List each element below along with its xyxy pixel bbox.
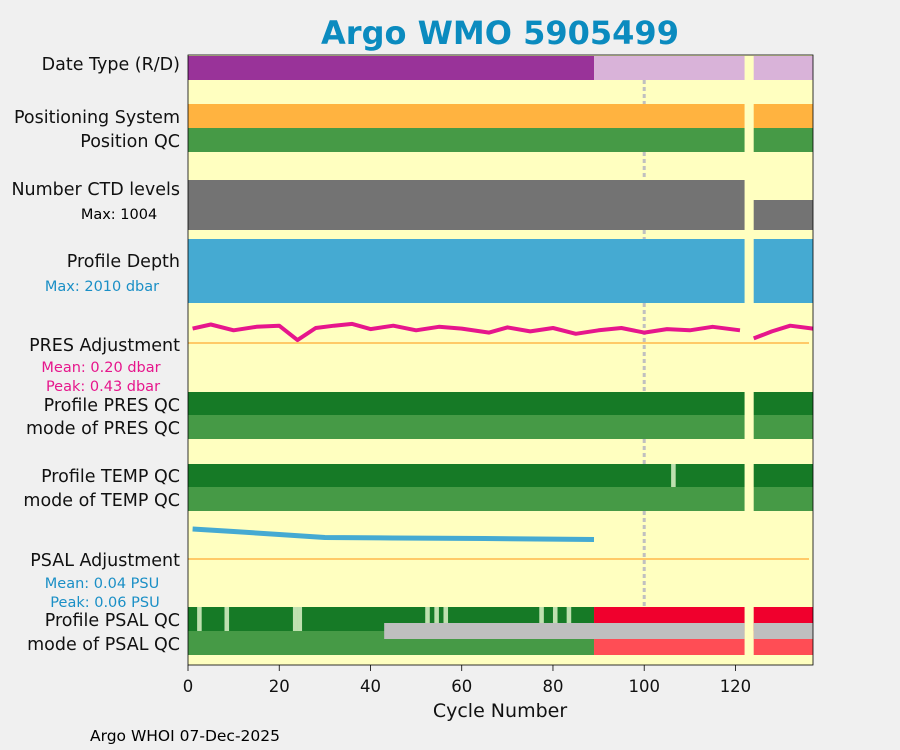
ctd-levels-bar [753, 200, 813, 230]
x-tick-label: 60 [451, 677, 472, 696]
mode-temp-qc-bar [753, 487, 813, 511]
x-tick-label: 20 [269, 677, 290, 696]
positioning-system-bar [753, 104, 813, 128]
profile-psal-qc-light-bar [197, 607, 202, 631]
profile-psal-qc-light-bar [297, 607, 303, 631]
row-annotations: Max: 1004 Max: 2010 dbar Mean: 0.20 dbar… [41, 207, 160, 611]
profile-psal-qc-light-bar [443, 607, 449, 631]
plot-frame [187, 54, 814, 666]
profile-psal-qc-light-bar [425, 607, 430, 631]
x-tick-label: 40 [360, 677, 381, 696]
mode-psal-qc-gray-bar [753, 623, 813, 639]
x-tick-label: 0 [183, 677, 194, 696]
date-type-label: Date Type (R/D) [42, 55, 180, 75]
date-type-bar [188, 56, 595, 80]
psal-adjustment-label: PSAL Adjustment [30, 551, 180, 571]
profile-depth-bar [753, 239, 813, 303]
profile-psal-qc-light-bar [539, 607, 544, 631]
mode-pres-qc-bar [753, 415, 813, 439]
bars-layer [188, 56, 813, 655]
mode-pres-qc-label: mode of PRES QC [26, 419, 180, 439]
date-type-bar [594, 56, 745, 80]
psal-adjustment-series [192, 526, 595, 542]
pres-adjustment-series [192, 321, 741, 343]
mode-psal-qc-label: mode of PSAL QC [27, 635, 180, 655]
ctd-levels-bar [188, 180, 745, 230]
position-qc-bar [188, 128, 745, 152]
profile-psal-qc-label: Profile PSAL QC [45, 611, 180, 631]
psal-mean-annotation: Mean: 0.04 PSU [45, 576, 159, 592]
profile-pres-qc-label: Profile PRES QC [44, 396, 180, 416]
profile-psal-qc-light-bar [552, 607, 558, 631]
mode-pres-qc-bar [188, 415, 745, 439]
ctd-levels-label: Number CTD levels [11, 180, 180, 200]
profile-psal-qc-light-bar [292, 607, 298, 631]
profile-temp-qc-light-bar [671, 464, 676, 487]
profile-temp-qc-bar [188, 464, 745, 487]
pres-peak-annotation: Peak: 0.43 dbar [46, 379, 160, 395]
positioning-system-label: Positioning System [14, 108, 180, 128]
profile-temp-qc-bar [753, 464, 813, 487]
x-tick-label: 100 [628, 677, 660, 696]
date-type-bar [753, 56, 813, 80]
profile-pres-qc-bar [188, 392, 745, 415]
footer-credit: Argo WHOI 07-Dec-2025 [90, 727, 280, 745]
mode-temp-qc-label: mode of TEMP QC [23, 491, 180, 511]
position-qc-bar [753, 128, 813, 152]
mode-psal-qc-gray-bar [384, 623, 745, 639]
profile-temp-qc-label: Profile TEMP QC [41, 467, 180, 487]
row-labels: Date Type (R/D) Positioning System Posit… [11, 55, 180, 655]
pres-adjustment-series [752, 323, 814, 341]
lines-layer [188, 321, 814, 560]
profile-psal-qc-light-bar [566, 607, 572, 631]
x-tick-label: 120 [720, 677, 752, 696]
plot-background [188, 55, 813, 665]
pres-mean-annotation: Mean: 0.20 dbar [41, 360, 160, 376]
profile-depth-label: Profile Depth [67, 252, 180, 272]
position-qc-label: Position QC [80, 132, 180, 152]
x-axis: 0 20 40 60 80 100 120 [183, 665, 751, 696]
chart-title: Argo WMO 5905499 [321, 14, 679, 52]
positioning-system-bar [188, 104, 745, 128]
ctd-max-annotation: Max: 1004 [81, 207, 157, 223]
profile-depth-bar [188, 239, 745, 303]
psal-peak-annotation: Peak: 0.06 PSU [50, 595, 159, 611]
profile-psal-qc-light-bar [224, 607, 230, 631]
x-tick-label: 80 [542, 677, 563, 696]
profile-pres-qc-bar [753, 392, 813, 415]
profile-psal-qc-light-bar [434, 607, 439, 631]
mode-temp-qc-bar [188, 487, 745, 511]
pres-adjustment-label: PRES Adjustment [29, 336, 180, 356]
depth-max-annotation: Max: 2010 dbar [45, 279, 159, 295]
x-axis-label: Cycle Number [433, 700, 567, 722]
